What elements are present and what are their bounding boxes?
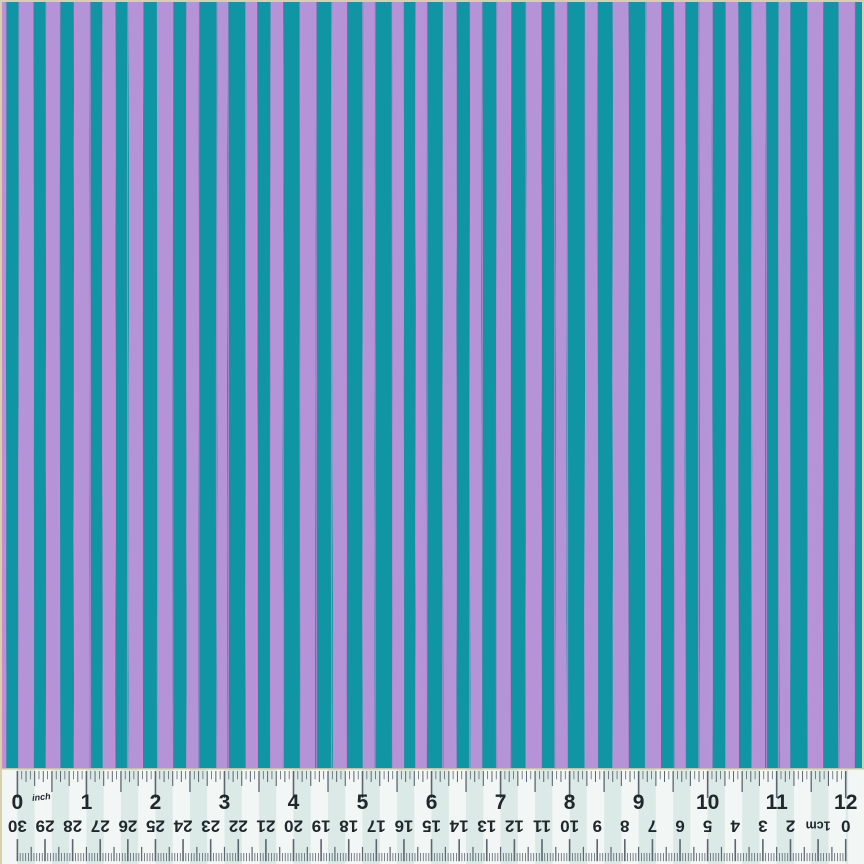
svg-text:7: 7 [495, 791, 507, 814]
svg-text:5: 5 [703, 817, 712, 836]
svg-text:0: 0 [841, 817, 850, 836]
svg-text:19: 19 [312, 817, 331, 836]
svg-text:6: 6 [426, 791, 438, 814]
svg-text:11: 11 [766, 791, 789, 814]
svg-text:10: 10 [696, 791, 719, 814]
svg-text:8: 8 [620, 817, 629, 836]
svg-text:24: 24 [173, 817, 192, 836]
svg-text:3: 3 [219, 791, 231, 814]
svg-text:1cm: 1cm [806, 819, 831, 833]
svg-text:15: 15 [422, 817, 441, 836]
svg-text:27: 27 [91, 817, 110, 836]
svg-text:20: 20 [284, 817, 303, 836]
svg-text:9: 9 [633, 791, 645, 814]
svg-text:4: 4 [288, 791, 300, 814]
svg-text:12: 12 [834, 791, 857, 814]
svg-text:8: 8 [564, 791, 576, 814]
svg-text:21: 21 [256, 817, 275, 836]
svg-text:10: 10 [560, 817, 579, 836]
svg-text:6: 6 [675, 817, 684, 836]
svg-text:9: 9 [592, 817, 601, 836]
svg-text:11: 11 [533, 817, 551, 836]
svg-text:4: 4 [730, 817, 740, 836]
svg-text:18: 18 [339, 817, 358, 836]
svg-text:23: 23 [201, 817, 220, 836]
svg-text:26: 26 [118, 817, 137, 836]
svg-text:25: 25 [146, 817, 165, 836]
svg-text:3: 3 [758, 817, 767, 836]
svg-text:0: 0 [12, 791, 24, 814]
svg-text:inch: inch [32, 791, 52, 803]
svg-text:2: 2 [150, 791, 162, 814]
svg-text:16: 16 [394, 817, 413, 836]
svg-text:13: 13 [477, 817, 496, 836]
svg-text:12: 12 [505, 817, 524, 836]
svg-text:14: 14 [449, 817, 468, 836]
svg-text:2: 2 [786, 817, 795, 836]
svg-text:30: 30 [8, 817, 27, 836]
svg-text:28: 28 [63, 817, 82, 836]
svg-text:22: 22 [229, 817, 248, 836]
svg-text:29: 29 [36, 817, 55, 836]
svg-text:1: 1 [81, 791, 93, 814]
svg-text:5: 5 [357, 791, 369, 814]
svg-text:17: 17 [367, 817, 386, 836]
svg-text:7: 7 [648, 817, 657, 836]
